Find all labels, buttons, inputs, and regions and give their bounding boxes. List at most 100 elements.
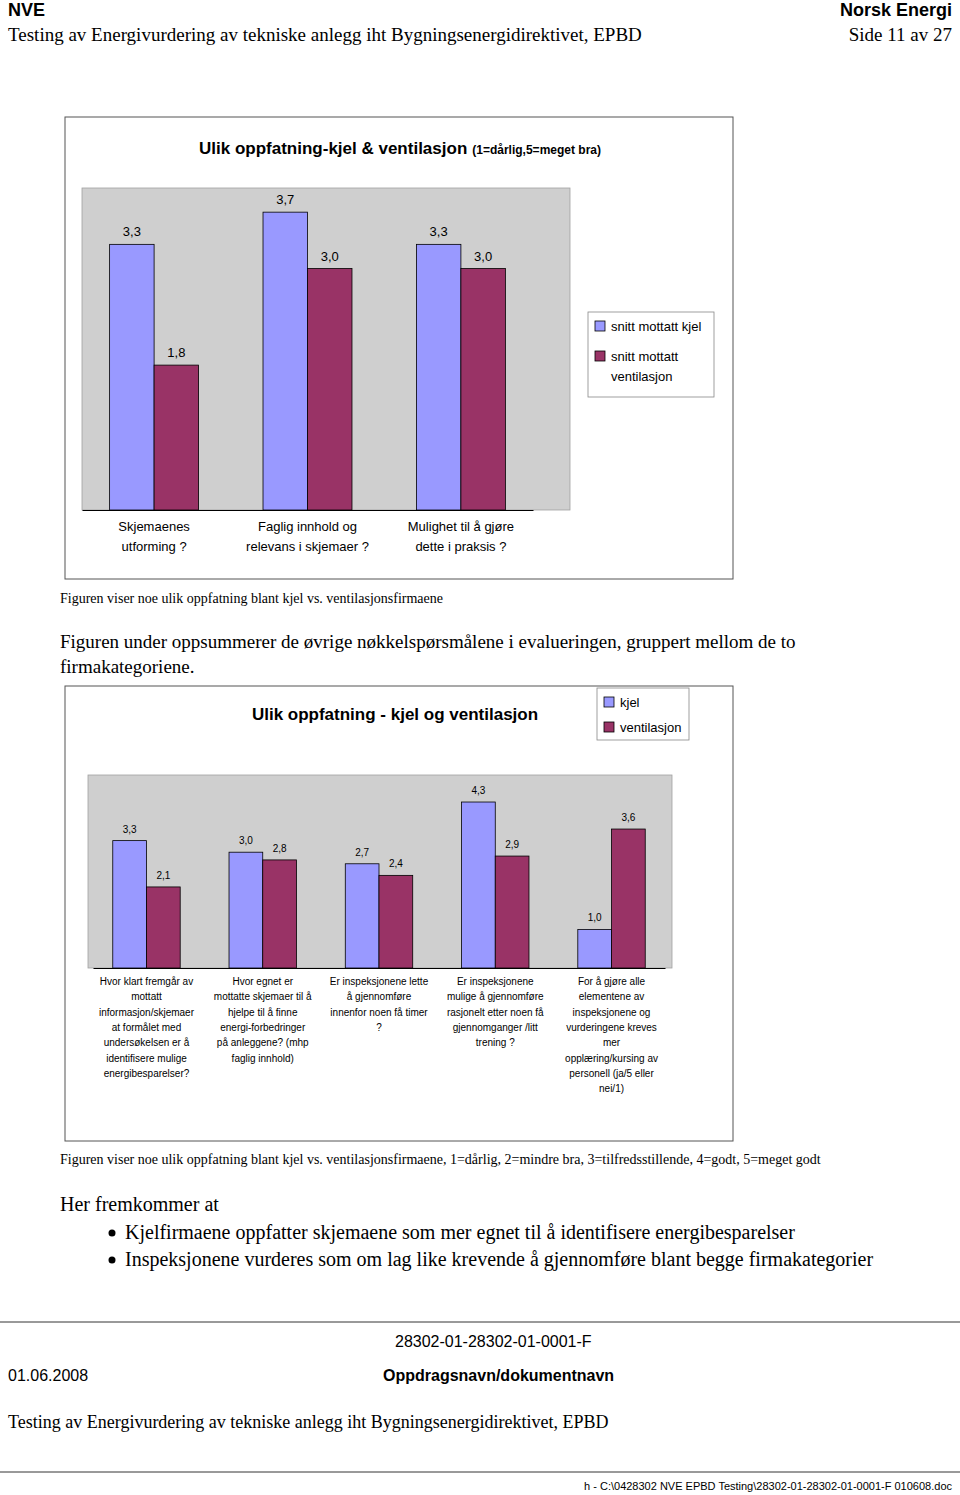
x-tick-label-line: å gjennomføre [347, 991, 412, 1002]
legend-label-line: snitt mottatt kjel [611, 319, 701, 334]
x-tick-label-line: energibesparelser? [104, 1068, 190, 1079]
chart-frame [65, 686, 733, 1141]
bullet [109, 1257, 116, 1264]
subtitle-text: (1=dårlig,5=meget bra) [472, 143, 601, 157]
x-tick-label-line: ? [376, 1022, 382, 1033]
chart-title: Ulik oppfatning-kjel & ventilasjon(1=dår… [199, 139, 601, 158]
text-line: Inspeksjonene vurderes som om lag like k… [125, 1248, 873, 1271]
x-tick-label: Hvor klart fremgår av mottatt informasjon/… [99, 976, 195, 1079]
page: NVENorsk EnergiTesting av Energivurderin… [0, 0, 960, 1495]
x-tick-label-line: mer [603, 1037, 621, 1048]
data-label: 2,7 [355, 847, 369, 858]
x-tick: Hvor egnet ermottatte skjemaer til åhjel… [214, 968, 312, 1064]
x-tick: Skjemaenes utforming ? [118, 510, 190, 554]
text-line: Kjelfirmaene oppfatter skjemaene som mer… [125, 1221, 795, 1244]
legend-box [597, 688, 689, 740]
chart-frame [65, 117, 733, 579]
data-label: 2,9 [505, 839, 519, 850]
x-tick-label-line: mottatte skjemaer til å [214, 991, 312, 1002]
x-axis: Hvor klart fremgår av mottatt informasjon/… [94, 968, 666, 1094]
x-tick-label-line: innenfor noen få timer [330, 1007, 428, 1018]
data-label: 3,0 [321, 249, 339, 264]
legend: kjelventilasjon [597, 688, 689, 740]
footer-name: Oppdragsnavn/dokumentnavn [383, 1367, 614, 1384]
bar [110, 244, 154, 510]
footer-doc-id: 28302-01-28302-01-0001-F [395, 1333, 592, 1350]
data-label: 3,0 [474, 249, 492, 264]
bar [263, 860, 297, 968]
x-tick: Er inspeksjonene lette å gjennomføre innen… [330, 968, 429, 1033]
x-tick-label-line: Faglig innhold og [258, 519, 357, 534]
header-left: NVE [8, 0, 45, 20]
bars [113, 802, 645, 968]
x-tick: For å gjøre alleelementene avinspeksjone… [565, 968, 658, 1094]
plot-area [82, 188, 570, 510]
x-tick-label-line: rasjonelt etter noen få [447, 1007, 544, 1018]
x-tick-label-line: Hvor klart fremgår av [100, 976, 193, 987]
bar [113, 841, 147, 968]
chart: Ulik oppfatning-kjel & ventilasjon(1=dår… [65, 117, 733, 579]
bar [379, 875, 413, 968]
x-tick-label: For å gjøre alleelementene avinspeksjone… [565, 976, 658, 1094]
x-tick-label-line: Hvor egnet er [232, 976, 293, 987]
paragraph: Figuren under oppsummerer de øvrige nøkk… [60, 631, 796, 677]
x-axis-line [83, 510, 534, 511]
bullet-text: Inspeksjonene vurderes som om lag like k… [125, 1248, 873, 1271]
x-tick-label-line: mulige å gjennomføre [447, 991, 544, 1002]
x-tick: Er inspeksjonene mulige å gjennomføre rasj… [447, 968, 544, 1048]
x-tick: Hvor klart fremgår av mottatt informasjon/… [99, 968, 195, 1079]
bar [461, 269, 505, 511]
legend-swatch [604, 697, 614, 707]
bar [263, 212, 307, 510]
chart-title: Ulik oppfatning - kjel og ventilasjon [252, 705, 538, 724]
x-tick-label-line: utforming ? [122, 539, 187, 554]
data-label: 3,3 [123, 824, 137, 835]
bar [462, 802, 496, 968]
legend-label: snitt mottattventilasjon [611, 349, 679, 384]
bar [495, 856, 529, 968]
data-label: 2,4 [389, 858, 403, 869]
x-tick-label-line: identifisere mulige [106, 1053, 187, 1064]
x-tick-label-line: relevans i skjemaer ? [246, 539, 369, 554]
legend-label: snitt mottatt kjel [611, 319, 701, 334]
legend-label-line: ventilasjon [620, 720, 681, 735]
bar [229, 852, 263, 968]
x-tick-label-line: Mulighet til å gjøre [408, 519, 514, 534]
x-tick-label-line: trening ? [476, 1037, 515, 1048]
legend-label-line: snitt mottatt [611, 349, 679, 364]
bar [578, 929, 612, 968]
x-tick-label-line: Er inspeksjonene [457, 976, 534, 987]
legend: snitt mottatt kjel snitt mottattventilasj… [588, 312, 714, 397]
x-tick-label-line: nei/1) [599, 1083, 624, 1094]
x-tick-label-line: dette i praksis ? [415, 539, 506, 554]
legend-swatch [595, 321, 605, 331]
x-tick-label-line: Skjemaenes [118, 519, 190, 534]
bar [308, 269, 352, 511]
x-tick-label-line: For å gjøre alle [578, 976, 646, 987]
chart: Ulik oppfatning - kjel og ventilasjon 3,3… [65, 686, 733, 1141]
x-tick-label-line: personell (ja/5 eller [569, 1068, 654, 1079]
x-tick-label: Er inspeksjonene mulige å gjennomføre rasj… [447, 976, 544, 1048]
data-label: 3,0 [239, 835, 253, 846]
bars [110, 212, 506, 510]
bar [612, 829, 646, 968]
page-number: Side 11 av 27 [849, 24, 952, 45]
text-line: Figuren under oppsummerer de øvrige nøkk… [60, 631, 796, 652]
x-tick-label-line: elementene av [579, 991, 645, 1002]
x-tick-label-line: mottatt [131, 991, 162, 1002]
paragraph: Her fremkommer at [60, 1193, 219, 1215]
bar [416, 244, 460, 510]
plot-area [88, 775, 672, 968]
x-tick-label-line: at formålet med [112, 1022, 181, 1033]
x-tick-label-line: Er inspeksjonene lette [330, 976, 429, 987]
data-label: 3,7 [276, 192, 294, 207]
bullet-text: Kjelfirmaene oppfatter skjemaene som mer… [125, 1221, 795, 1244]
footer-rule [0, 1472, 960, 1473]
footer-rule [0, 1322, 960, 1323]
x-tick-label-line: faglig innhold) [232, 1053, 294, 1064]
footer-path: h - C:\0428302 NVE EPBD Testing\28302-01… [584, 1480, 952, 1492]
x-tick-label: Skjemaenes utforming ? [118, 519, 190, 554]
x-tick-label-line: energi-forbedringer [220, 1022, 306, 1033]
x-tick-label-line: informasjon/skjemaer [99, 1007, 195, 1018]
text-line: firmakategoriene. [60, 656, 195, 677]
